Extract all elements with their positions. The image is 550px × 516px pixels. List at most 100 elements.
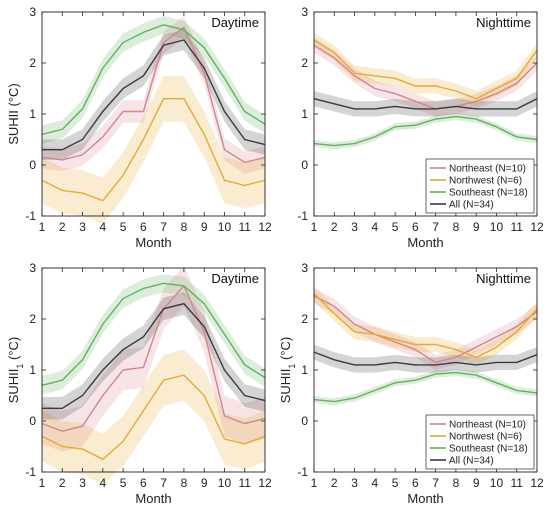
series-line-northwest <box>313 39 538 100</box>
x-tick-label: 10 <box>490 220 504 234</box>
y-tick-label: 0 <box>29 158 36 172</box>
legend: Northeast (N=10)Northwest (N=6)Southeast… <box>425 414 535 470</box>
legend-entry-all: All (N=34) <box>449 456 494 467</box>
legend-entry-northeast: Northeast (N=10) <box>449 164 526 175</box>
panel-title: Nighttime <box>476 15 531 30</box>
legend-entry-northeast: Northeast (N=10) <box>449 420 526 431</box>
x-tick-label: 8 <box>453 220 460 234</box>
y-tick-label: -1 <box>297 465 308 479</box>
x-tick-label: 5 <box>392 220 399 234</box>
x-tick-label: 10 <box>218 220 232 234</box>
x-tick-label: 9 <box>473 220 480 234</box>
x-tick-label: 1 <box>39 476 46 490</box>
x-tick-label: 12 <box>530 220 544 234</box>
series-line-northeast <box>41 284 266 432</box>
x-tick-label: 3 <box>79 476 86 490</box>
x-tick-label: 10 <box>218 476 232 490</box>
x-axis-label: Month <box>135 491 171 506</box>
x-tick-label: 8 <box>453 476 460 490</box>
y-axis-label: SUHII1 (°C) <box>6 337 25 404</box>
y-tick-label: 0 <box>301 158 308 172</box>
band-northeast <box>314 288 537 370</box>
panel-title: Daytime <box>211 15 259 30</box>
band-northwest <box>42 349 265 485</box>
series-line-southeast <box>41 24 266 136</box>
panel-title: Daytime <box>211 271 259 286</box>
x-tick-label: 7 <box>160 476 167 490</box>
x-tick-label: 7 <box>432 220 439 234</box>
x-tick-label: 4 <box>99 476 106 490</box>
x-tick-label: 12 <box>530 476 544 490</box>
band-northeast <box>42 16 265 174</box>
series-line-southeast <box>313 371 538 403</box>
x-tick-label: 12 <box>258 476 272 490</box>
legend: Northeast (N=10)Northwest (N=6)Southeast… <box>425 158 535 214</box>
x-tick-label: 8 <box>181 476 188 490</box>
x-tick-label: 4 <box>371 476 378 490</box>
series-line-northeast <box>41 26 266 164</box>
x-axis-label: Month <box>407 235 443 250</box>
chart-panel-3: 1 2 3 4 5 6 7 8 9 10 11 12-10123DaytimeMonthSUHII1 … <box>6 261 272 506</box>
legend-entry-southeast: Southeast (N=18) <box>449 444 528 455</box>
y-tick-label: 3 <box>301 5 308 19</box>
y-tick-label: 1 <box>301 107 308 121</box>
y-tick-label: 2 <box>301 312 308 326</box>
chart-panel-4: 1 2 3 4 5 6 7 8 9 10 11 12-10123NighttimeMonthSUHII… <box>278 261 544 506</box>
x-tick-label: 8 <box>181 220 188 234</box>
band-all <box>42 29 265 160</box>
band-northwest <box>42 75 265 224</box>
y-tick-label: 3 <box>29 261 36 275</box>
series-line-northeast <box>313 44 538 110</box>
x-tick-label: 5 <box>120 476 127 490</box>
legend-entry-southeast: Southeast (N=18) <box>449 188 528 199</box>
x-tick-label: 11 <box>510 220 523 234</box>
y-tick-label: 0 <box>301 414 308 428</box>
legend-entry-northwest: Northwest (N=6) <box>449 176 522 187</box>
y-tick-label: 2 <box>29 56 36 70</box>
x-tick-label: 11 <box>510 476 523 490</box>
y-tick-label: 0 <box>29 414 36 428</box>
x-tick-label: 9 <box>201 476 208 490</box>
band-southeast <box>314 369 537 406</box>
x-axis-label: Month <box>407 491 443 506</box>
series-line-northwest <box>313 293 538 359</box>
x-tick-label: 3 <box>351 220 358 234</box>
band-southeast <box>42 274 265 395</box>
series-line-all <box>42 302 266 409</box>
series-line-all <box>313 98 538 110</box>
y-tick-label: 2 <box>301 56 308 70</box>
y-axis-label: SUHII1 (°C) <box>278 337 297 404</box>
plot-area <box>42 268 265 472</box>
y-tick-label: 2 <box>29 312 36 326</box>
y-axis-label: SUHII (°C) <box>6 83 21 145</box>
series-line-northwest <box>41 97 266 202</box>
chart-panel-2: 1 2 3 4 5 6 7 8 9 10 11 12-10123NighttimeMonthNorth… <box>297 5 544 250</box>
x-tick-label: 2 <box>331 476 338 490</box>
y-tick-label: 1 <box>301 363 308 377</box>
x-tick-label: 3 <box>351 476 358 490</box>
x-tick-label: 1 <box>39 220 46 234</box>
band-southeast <box>314 113 537 150</box>
panel-title: Nighttime <box>476 271 531 286</box>
x-tick-label: 2 <box>331 220 338 234</box>
x-tick-label: 6 <box>140 476 147 490</box>
band-all <box>314 91 537 117</box>
x-tick-label: 1 <box>311 220 318 234</box>
y-tick-label: 1 <box>29 107 36 121</box>
band-northeast <box>42 265 265 452</box>
band-northwest <box>314 32 537 107</box>
series-line-all <box>313 351 538 366</box>
x-tick-label: 5 <box>120 220 127 234</box>
plot-area <box>42 12 265 216</box>
series-line-all <box>42 39 266 151</box>
y-tick-label: -1 <box>25 465 36 479</box>
y-tick-label: 1 <box>29 363 36 377</box>
y-tick-label: -1 <box>297 209 308 223</box>
x-axis-label: Month <box>135 235 171 250</box>
series-line-northeast <box>313 295 538 364</box>
x-tick-label: 1 <box>311 476 318 490</box>
x-tick-label: 6 <box>140 220 147 234</box>
x-tick-label: 11 <box>238 220 251 234</box>
